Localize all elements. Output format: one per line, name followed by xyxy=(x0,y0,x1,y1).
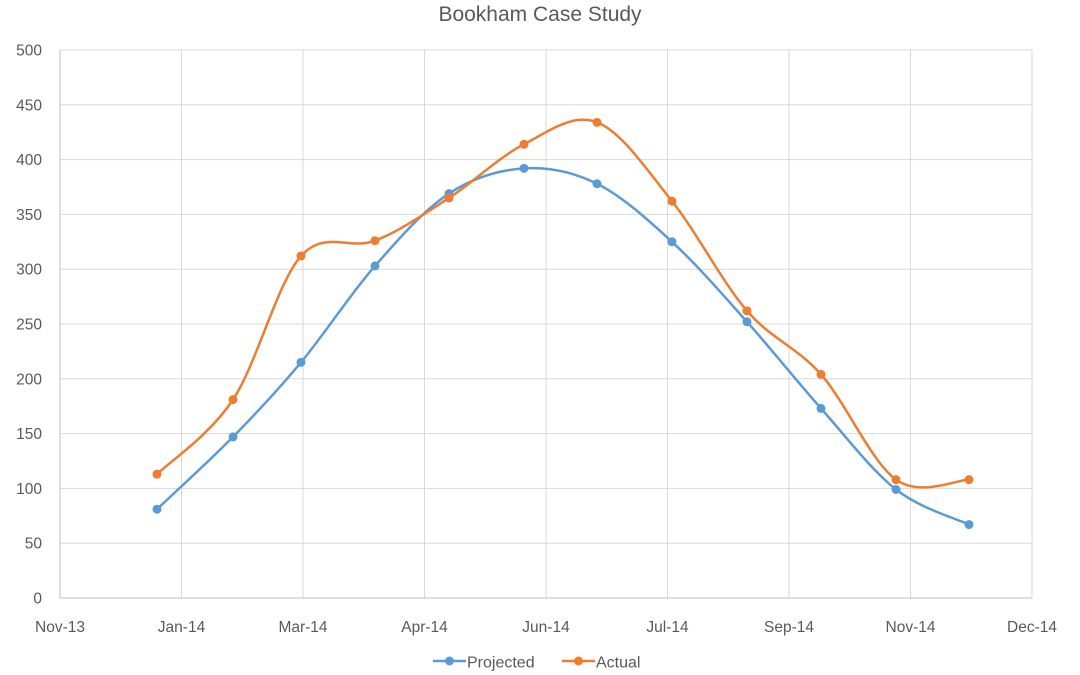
y-tick-label: 200 xyxy=(16,371,42,388)
x-tick-label: Apr-14 xyxy=(401,619,448,636)
legend-label: Projected xyxy=(467,655,535,672)
data-point-actual xyxy=(228,395,238,405)
x-tick-label: Jul-14 xyxy=(646,619,689,636)
legend-swatch-marker xyxy=(445,656,454,666)
y-tick-label: 500 xyxy=(16,43,42,60)
legend: Projected Actual xyxy=(433,655,640,672)
data-point-actual xyxy=(742,306,752,316)
y-tick-label: 350 xyxy=(16,207,42,224)
data-point-actual xyxy=(891,475,901,485)
data-point-actual xyxy=(444,193,454,203)
legend-swatch-marker xyxy=(574,656,583,666)
series-projected xyxy=(152,163,974,530)
data-point-actual xyxy=(592,117,602,127)
data-point-projected xyxy=(964,520,974,530)
axes: 0 50 100 150 200 250 300 350 400 450 500 Nov-13 Jan-… xyxy=(16,43,1057,637)
data-point-projected xyxy=(816,403,826,413)
x-tick-label: Nov-13 xyxy=(35,619,85,636)
x-tick-label: Dec-14 xyxy=(1007,619,1057,636)
y-tick-label: 0 xyxy=(33,591,42,608)
data-point-actual xyxy=(964,475,974,485)
x-tick-label: Nov-14 xyxy=(886,619,936,636)
data-point-projected xyxy=(891,484,901,494)
data-point-projected xyxy=(228,432,238,442)
data-point-actual xyxy=(152,469,162,479)
y-tick-label: 100 xyxy=(16,481,42,498)
chart-title: Bookham Case Study xyxy=(438,3,642,26)
data-point-projected xyxy=(667,237,677,247)
data-point-actual xyxy=(296,251,306,261)
y-tick-label: 450 xyxy=(16,97,42,114)
series-line-projected xyxy=(156,166,970,526)
data-point-actual xyxy=(816,369,826,379)
data-point-projected xyxy=(742,317,752,327)
data-point-actual xyxy=(370,236,380,246)
data-point-projected xyxy=(296,357,306,367)
y-tick-label: 300 xyxy=(16,262,42,279)
legend-item-projected: Projected xyxy=(433,655,535,672)
series-line-actual xyxy=(156,118,970,489)
series-actual xyxy=(152,117,974,489)
data-point-actual xyxy=(667,196,677,206)
x-tick-label: Sep-14 xyxy=(764,619,814,636)
data-point-projected xyxy=(152,504,162,514)
y-tick-label: 250 xyxy=(16,317,42,334)
data-point-projected xyxy=(519,163,529,173)
series-lines xyxy=(152,117,974,530)
grid xyxy=(60,49,1033,598)
data-point-actual xyxy=(519,139,529,149)
legend-label: Actual xyxy=(596,655,640,672)
y-tick-label: 400 xyxy=(16,152,42,169)
legend-item-actual: Actual xyxy=(562,655,640,672)
x-tick-label: Jun-14 xyxy=(522,619,570,636)
x-tick-label: Mar-14 xyxy=(278,619,327,636)
data-point-projected xyxy=(370,261,380,271)
x-tick-label: Jan-14 xyxy=(158,619,206,636)
y-tick-label: 150 xyxy=(16,426,42,443)
data-point-projected xyxy=(592,179,602,189)
y-tick-label: 50 xyxy=(25,536,43,553)
